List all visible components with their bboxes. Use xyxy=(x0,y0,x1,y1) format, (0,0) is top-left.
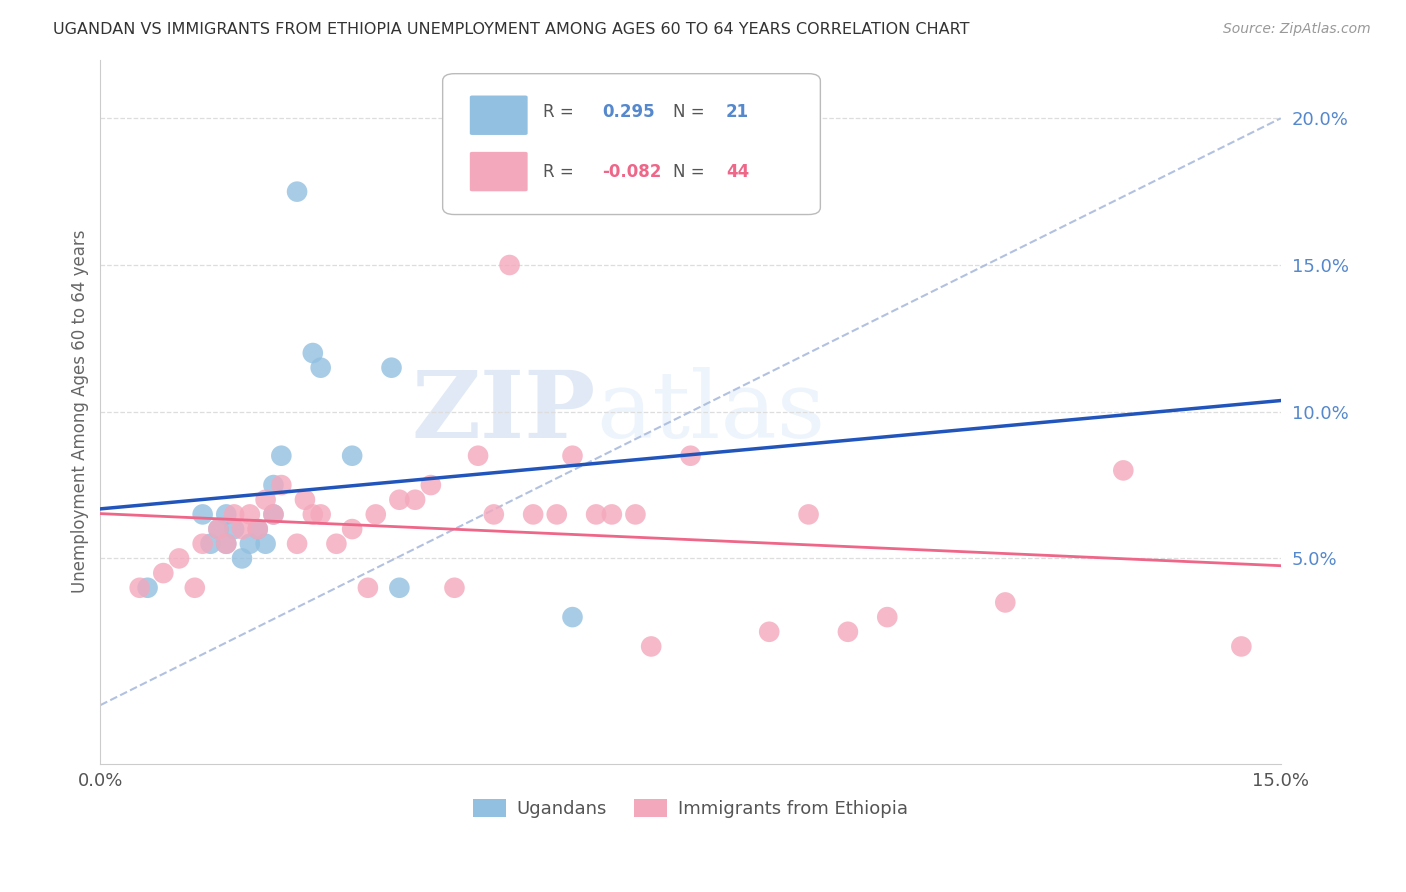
Point xyxy=(136,581,159,595)
Point xyxy=(184,581,207,595)
Point xyxy=(467,449,489,463)
Text: R =: R = xyxy=(543,103,574,121)
Point xyxy=(191,537,214,551)
Point xyxy=(364,508,387,522)
Point xyxy=(1230,640,1253,654)
Text: N =: N = xyxy=(673,103,704,121)
Point xyxy=(231,551,253,566)
Legend: Ugandans, Immigrants from Ethiopia: Ugandans, Immigrants from Ethiopia xyxy=(467,791,915,825)
Point xyxy=(285,185,308,199)
Point xyxy=(128,581,150,595)
FancyBboxPatch shape xyxy=(470,95,527,135)
Point xyxy=(325,537,347,551)
Point xyxy=(585,508,607,522)
Point xyxy=(561,449,583,463)
Point xyxy=(254,492,277,507)
Point xyxy=(239,537,262,551)
Point xyxy=(301,346,323,360)
FancyBboxPatch shape xyxy=(443,74,820,215)
Point xyxy=(994,595,1017,609)
Point xyxy=(797,508,820,522)
Text: N =: N = xyxy=(673,163,704,181)
Point xyxy=(270,478,292,492)
Point xyxy=(404,492,426,507)
Point xyxy=(388,581,411,595)
Point xyxy=(758,624,780,639)
Point xyxy=(600,508,623,522)
Point xyxy=(215,537,238,551)
Point xyxy=(837,624,859,639)
Point xyxy=(309,508,332,522)
Point xyxy=(239,508,262,522)
Point xyxy=(561,610,583,624)
Point xyxy=(263,508,285,522)
Point xyxy=(357,581,380,595)
Point xyxy=(215,508,238,522)
Point xyxy=(231,522,253,536)
Text: 21: 21 xyxy=(725,103,749,121)
Point xyxy=(1112,463,1135,477)
Text: atlas: atlas xyxy=(596,367,825,457)
Point xyxy=(215,537,238,551)
Text: R =: R = xyxy=(543,163,574,181)
Point xyxy=(285,537,308,551)
Point xyxy=(167,551,190,566)
Point xyxy=(640,640,662,654)
Point xyxy=(200,537,222,551)
Point xyxy=(443,581,465,595)
Point xyxy=(207,522,229,536)
Point xyxy=(263,508,285,522)
Point xyxy=(340,449,363,463)
Point xyxy=(294,492,316,507)
Point xyxy=(482,508,505,522)
Point xyxy=(522,508,544,522)
Point xyxy=(876,610,898,624)
Point xyxy=(152,566,174,580)
Point xyxy=(498,258,520,272)
Point xyxy=(270,449,292,463)
Y-axis label: Unemployment Among Ages 60 to 64 years: Unemployment Among Ages 60 to 64 years xyxy=(72,230,89,593)
Point xyxy=(246,522,269,536)
FancyBboxPatch shape xyxy=(470,152,527,191)
Text: UGANDAN VS IMMIGRANTS FROM ETHIOPIA UNEMPLOYMENT AMONG AGES 60 TO 64 YEARS CORRE: UGANDAN VS IMMIGRANTS FROM ETHIOPIA UNEM… xyxy=(53,22,970,37)
Point xyxy=(263,478,285,492)
Point xyxy=(224,522,246,536)
Point xyxy=(546,508,568,522)
Point xyxy=(301,508,323,522)
Text: 44: 44 xyxy=(725,163,749,181)
Text: ZIP: ZIP xyxy=(412,367,596,457)
Text: -0.082: -0.082 xyxy=(602,163,661,181)
Text: 0.295: 0.295 xyxy=(602,103,655,121)
Point xyxy=(309,360,332,375)
Point xyxy=(191,508,214,522)
Point xyxy=(388,492,411,507)
Point xyxy=(224,508,246,522)
Point xyxy=(679,449,702,463)
Point xyxy=(380,360,402,375)
Point xyxy=(254,537,277,551)
Point xyxy=(207,522,229,536)
Point xyxy=(246,522,269,536)
Point xyxy=(419,478,441,492)
Point xyxy=(340,522,363,536)
Point xyxy=(624,508,647,522)
Text: Source: ZipAtlas.com: Source: ZipAtlas.com xyxy=(1223,22,1371,37)
